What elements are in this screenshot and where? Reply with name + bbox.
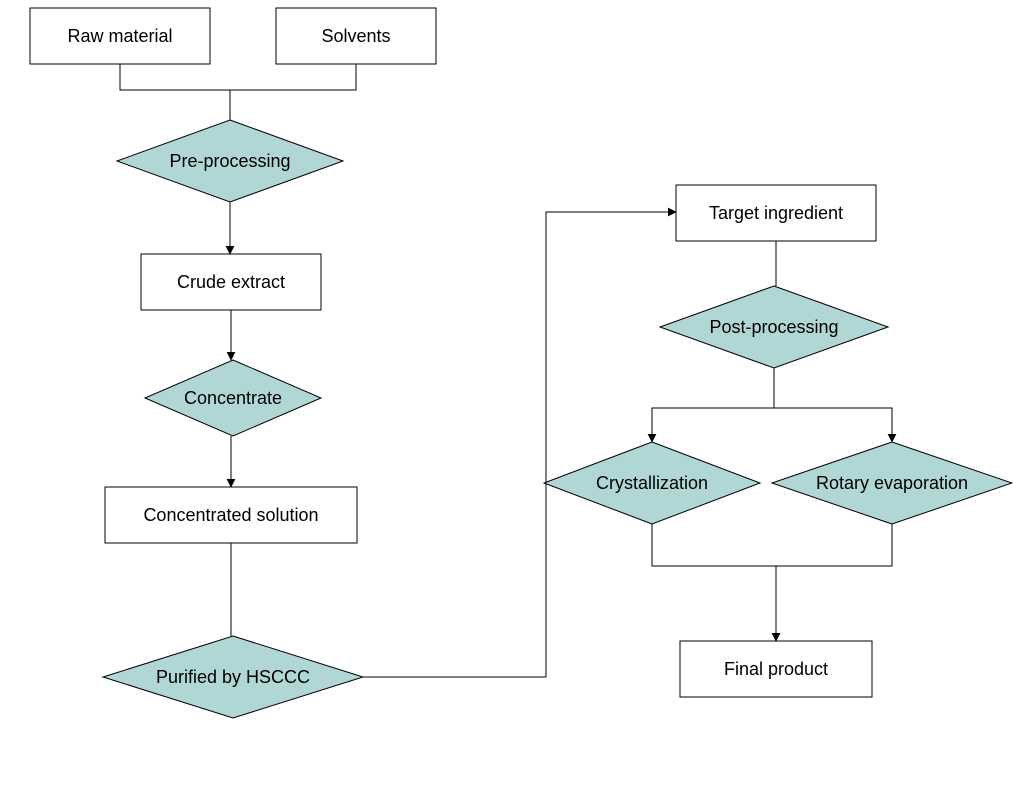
- edge: [120, 64, 356, 90]
- nodes: Raw material Solvents Pre-processing Crude …: [30, 8, 1012, 718]
- node-label: Target ingredient: [709, 203, 843, 223]
- edge: [774, 408, 892, 442]
- node-rotary: Rotary evaporation: [772, 442, 1012, 524]
- edge: [652, 368, 774, 442]
- edge: [363, 212, 676, 677]
- node-label: Purified by HSCCC: [156, 667, 310, 687]
- node-solvents: Solvents: [276, 8, 436, 64]
- node-label: Concentrate: [184, 388, 282, 408]
- node-crude: Crude extract: [141, 254, 321, 310]
- flowchart: Raw material Solvents Pre-processing Crude …: [0, 0, 1013, 791]
- node-label: Concentrated solution: [143, 505, 318, 525]
- node-purify: Purified by HSCCC: [103, 636, 363, 718]
- node-cryst: Crystallization: [544, 442, 760, 524]
- node-label: Post-processing: [709, 317, 838, 337]
- node-label: Rotary evaporation: [816, 473, 968, 493]
- node-concsol: Concentrated solution: [105, 487, 357, 543]
- node-postproc: Post-processing: [660, 286, 888, 368]
- node-label: Solvents: [321, 26, 390, 46]
- node-label: Final product: [724, 659, 828, 679]
- node-conc: Concentrate: [145, 360, 321, 436]
- node-label: Raw material: [67, 26, 172, 46]
- node-label: Crystallization: [596, 473, 708, 493]
- node-final: Final product: [680, 641, 872, 697]
- edge: [652, 524, 892, 566]
- node-raw: Raw material: [30, 8, 210, 64]
- node-preproc: Pre-processing: [117, 120, 343, 202]
- node-target: Target ingredient: [676, 185, 876, 241]
- node-label: Crude extract: [177, 272, 285, 292]
- node-label: Pre-processing: [169, 151, 290, 171]
